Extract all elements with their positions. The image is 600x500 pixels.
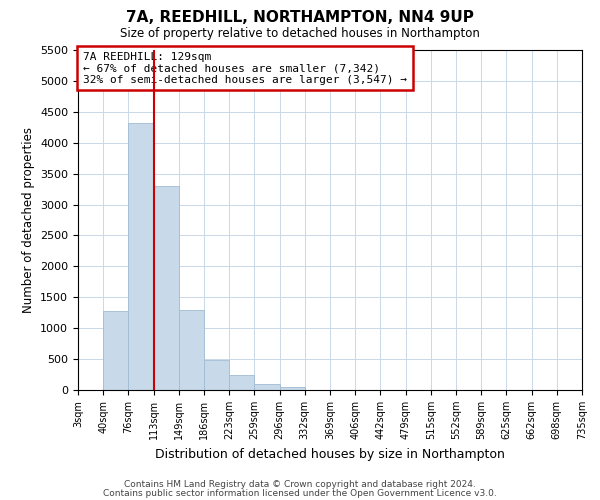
Text: 7A, REEDHILL, NORTHAMPTON, NN4 9UP: 7A, REEDHILL, NORTHAMPTON, NN4 9UP	[126, 10, 474, 25]
Bar	[229, 375, 254, 390]
Text: Size of property relative to detached houses in Northampton: Size of property relative to detached ho…	[120, 28, 480, 40]
Text: 7A REEDHILL: 129sqm
← 67% of detached houses are smaller (7,342)
32% of semi-det: 7A REEDHILL: 129sqm ← 67% of detached ho…	[83, 52, 407, 85]
Bar	[103, 312, 128, 390]
Text: Contains public sector information licensed under the Open Government Licence v3: Contains public sector information licen…	[103, 488, 497, 498]
Bar	[254, 384, 280, 390]
Text: Contains HM Land Registry data © Crown copyright and database right 2024.: Contains HM Land Registry data © Crown c…	[124, 480, 476, 489]
Bar	[204, 360, 229, 390]
Bar	[128, 123, 154, 390]
X-axis label: Distribution of detached houses by size in Northampton: Distribution of detached houses by size …	[155, 448, 505, 460]
Bar	[179, 310, 204, 390]
Bar	[280, 387, 305, 390]
Bar	[154, 186, 179, 390]
Y-axis label: Number of detached properties: Number of detached properties	[22, 127, 35, 313]
